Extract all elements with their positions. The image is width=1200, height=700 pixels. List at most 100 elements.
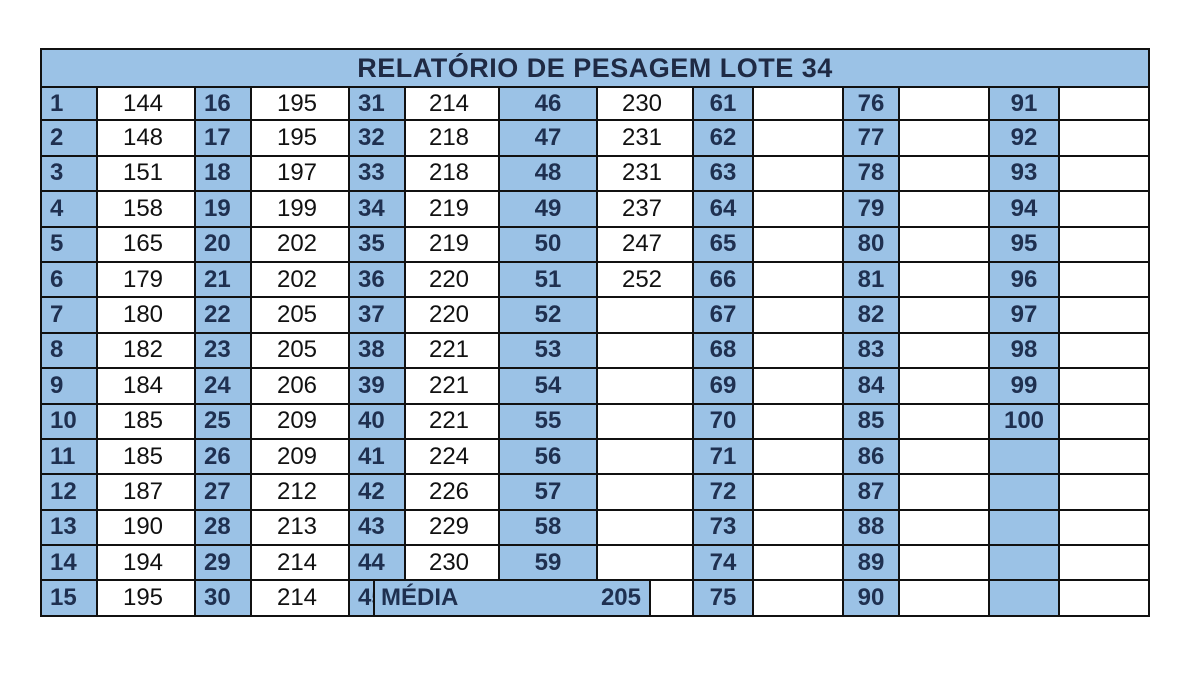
animal-number: 96 [990,262,1060,299]
animal-number: 57 [500,475,598,511]
weight-value [598,369,694,405]
animal-number: 2 [42,121,98,157]
weight-value [1060,404,1150,440]
average-row: MÉDIA 205 [373,579,651,617]
animal-number: 14 [42,546,98,582]
animal-number: 67 [694,298,754,334]
weight-value [1060,86,1150,122]
weight-value [598,333,694,370]
weight-value [900,404,990,440]
animal-number: 99 [990,369,1060,405]
animal-number: 68 [694,333,754,370]
weight-value [754,546,844,582]
animal-number: 42 [350,475,406,511]
weight-value: 190 [98,510,196,547]
weight-value [1060,227,1150,263]
weight-value: 184 [98,369,196,405]
report-title: RELATÓRIO DE PESAGEM LOTE 34 [40,48,1150,86]
animal-number: 36 [350,262,406,299]
weight-value: 220 [406,262,500,299]
weight-value [900,86,990,122]
animal-number: 79 [844,192,900,228]
animal-number: 65 [694,227,754,263]
animal-number: 12 [42,475,98,511]
weight-value [900,369,990,405]
animal-number: 75 [694,581,754,617]
weight-value: 185 [98,404,196,440]
weight-value: 237 [598,192,694,228]
weight-value: 202 [252,262,350,299]
weight-value: 205 [252,333,350,370]
weight-value: 247 [598,227,694,263]
weight-value: 199 [252,192,350,228]
animal-number: 20 [196,227,252,263]
weight-value [900,333,990,370]
weight-value [754,192,844,228]
weight-value [754,369,844,405]
weight-value [1060,581,1150,617]
weight-value [1060,192,1150,228]
animal-number: 91 [990,86,1060,122]
weight-value [754,333,844,370]
weight-value: 230 [598,86,694,122]
animal-number: 47 [500,121,598,157]
weight-value [598,510,694,547]
animal-number: 63 [694,156,754,193]
weight-value [754,510,844,547]
weight-value: 221 [406,404,500,440]
animal-number: 8 [42,333,98,370]
animal-number: 69 [694,369,754,405]
weight-value [598,298,694,334]
animal-number: 73 [694,510,754,547]
weight-value: 213 [252,510,350,547]
animal-number: 30 [196,581,252,617]
animal-number: 49 [500,192,598,228]
animal-number: 40 [350,404,406,440]
weight-value [754,156,844,193]
weight-value: 194 [98,546,196,582]
animal-number: 32 [350,121,406,157]
animal-number: 86 [844,439,900,476]
animal-number: 13 [42,510,98,547]
weight-value: 195 [252,121,350,157]
weight-value: 185 [98,439,196,476]
weighing-report: RELATÓRIO DE PESAGEM LOTE 34 1 144 16 195 31… [40,48,1150,617]
animal-number: 95 [990,227,1060,263]
weight-value [1060,262,1150,299]
animal-number: 55 [500,404,598,440]
weight-value: 221 [406,333,500,370]
weight-value [900,439,990,476]
weight-value: 144 [98,86,196,122]
animal-number: 92 [990,121,1060,157]
animal-number: 88 [844,510,900,547]
animal-number: 7 [42,298,98,334]
weight-value [1060,298,1150,334]
weight-value: 195 [252,86,350,122]
weight-value: 230 [406,546,500,582]
weight-value [1060,475,1150,511]
animal-number: 37 [350,298,406,334]
animal-number: 52 [500,298,598,334]
weight-value [900,510,990,547]
weight-value: 212 [252,475,350,511]
animal-number: 26 [196,439,252,476]
weight-value [900,262,990,299]
animal-number: 77 [844,121,900,157]
weight-value [754,581,844,617]
animal-number: 48 [500,156,598,193]
animal-number: 82 [844,298,900,334]
animal-number: 28 [196,510,252,547]
animal-number: 93 [990,156,1060,193]
animal-number [990,510,1060,547]
animal-number: 19 [196,192,252,228]
animal-number: 58 [500,510,598,547]
animal-number: 87 [844,475,900,511]
animal-number: 53 [500,333,598,370]
weight-value [1060,121,1150,157]
animal-number: 3 [42,156,98,193]
animal-number: 78 [844,156,900,193]
animal-number: 18 [196,156,252,193]
weight-value [900,227,990,263]
animal-number: 50 [500,227,598,263]
animal-number: 39 [350,369,406,405]
